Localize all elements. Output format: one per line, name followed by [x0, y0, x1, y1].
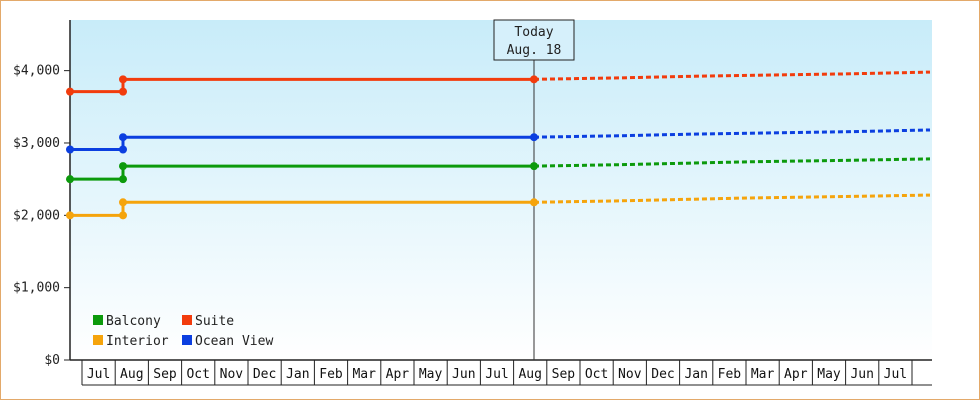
- x-tick-label: May: [817, 367, 841, 382]
- x-tick-label: Feb: [319, 367, 343, 382]
- x-tick-label: Mar: [751, 367, 775, 382]
- x-tick-label: Jul: [884, 367, 907, 382]
- x-tick-label: Apr: [386, 367, 410, 382]
- today-box: [493, 19, 575, 61]
- legend-swatch: [93, 315, 103, 325]
- data-point: [119, 145, 127, 154]
- y-tick-label: $3,000: [13, 136, 60, 151]
- data-point: [530, 133, 538, 142]
- y-tick-label: $4,000: [13, 64, 60, 79]
- legend-label: Balcony: [106, 314, 161, 329]
- data-point: [66, 175, 74, 184]
- legend-label: Ocean View: [195, 334, 273, 349]
- series-points: [66, 75, 538, 220]
- data-point: [119, 162, 127, 171]
- x-tick-label: Nov: [220, 367, 244, 382]
- x-tick-label: Sep: [552, 367, 576, 382]
- series-line-interior: [70, 200, 534, 217]
- legend-label: Suite: [195, 314, 234, 329]
- legend-swatch: [93, 335, 103, 345]
- x-tick-label: Oct: [585, 367, 608, 382]
- data-point: [66, 211, 74, 220]
- data-point: [530, 198, 538, 207]
- legend: Balcony Suite Interior Ocean View: [93, 314, 273, 349]
- x-tick-label: Jul: [87, 367, 110, 382]
- data-point: [119, 87, 127, 96]
- series-line-suite: [70, 77, 534, 94]
- x-tick-label: Jun: [452, 367, 475, 382]
- x-tick-label: Oct: [186, 367, 209, 382]
- y-tick-label: $1,000: [13, 281, 60, 296]
- data-point: [119, 198, 127, 207]
- today-date: Aug. 18: [507, 43, 562, 58]
- data-point: [119, 133, 127, 142]
- series-line-balcony: [70, 164, 534, 181]
- data-point: [119, 211, 127, 220]
- y-tick-label: $0: [44, 353, 60, 368]
- x-tick-label: Aug: [120, 367, 143, 382]
- today-marker: Today Aug. 18: [493, 19, 575, 360]
- data-point: [119, 75, 127, 84]
- x-tick-label: Mar: [352, 367, 376, 382]
- series-lines: [70, 70, 931, 217]
- x-tick-label: Sep: [153, 367, 177, 382]
- x-tick-label: Jul: [485, 367, 508, 382]
- legend-swatch: [182, 335, 192, 345]
- legend-swatch: [182, 315, 192, 325]
- legend-label: Interior: [106, 334, 169, 349]
- data-point: [66, 87, 74, 96]
- x-tick-label: Jan: [286, 367, 309, 382]
- x-tick-label: Jan: [684, 367, 707, 382]
- data-point: [119, 175, 127, 184]
- x-tick-label: Aug: [518, 367, 541, 382]
- x-tick-label: Dec: [253, 367, 276, 382]
- y-tick-label: $2,000: [13, 208, 60, 223]
- y-axis: $0 $1,000 $2,000 $3,000 $4,000: [13, 20, 71, 368]
- x-tick-label: Feb: [718, 367, 742, 382]
- plot-area: [70, 20, 932, 360]
- x-tick-label: Dec: [651, 367, 674, 382]
- data-point: [530, 162, 538, 171]
- x-tick-label: Jun: [850, 367, 873, 382]
- x-tick-label: Nov: [618, 367, 642, 382]
- today-label: Today: [514, 25, 553, 40]
- series-line-ocean-view: [70, 135, 534, 151]
- data-point: [530, 75, 538, 84]
- x-tick-label: Apr: [784, 367, 808, 382]
- x-axis: Jul Aug Sep Oct Nov Dec Jan Feb Mar Apr May Jun Jul A…: [70, 359, 932, 386]
- x-tick-label: May: [419, 367, 443, 382]
- data-point: [66, 145, 74, 154]
